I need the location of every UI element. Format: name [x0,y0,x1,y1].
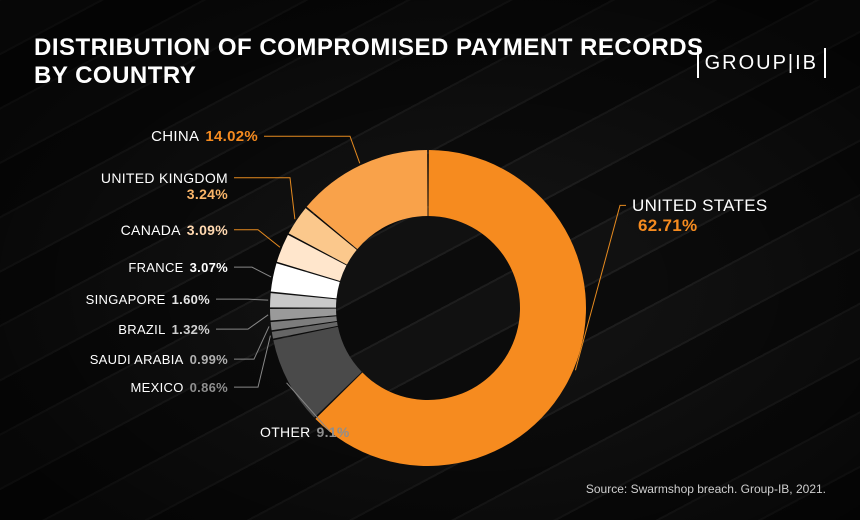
label-united-states: UNITED STATES62.71% [632,196,768,236]
label-pct: 9.1% [317,424,350,440]
label-country: UNITED STATES [632,196,768,215]
label-pct: 1.60% [172,292,210,307]
label-united-kingdom: UNITED KINGDOM3.24% [101,170,228,202]
label-singapore: SINGAPORE 1.60% [86,292,210,307]
label-china: CHINA 14.02% [151,128,258,145]
label-brazil: BRAZIL 1.32% [118,322,210,337]
label-pct: 1.32% [172,322,210,337]
label-saudi-arabia: SAUDI ARABIA 0.99% [90,352,228,367]
leader-canada [234,230,280,248]
donut-chart: UNITED STATES62.71% OTHER 9.1% MEXICO 0.86% S… [0,0,860,520]
label-country: CHINA [151,128,199,145]
label-country: MEXICO [131,380,184,395]
label-country: SAUDI ARABIA [90,352,184,367]
label-country: BRAZIL [118,322,165,337]
label-country: SINGAPORE [86,292,166,307]
label-pct: 3.24% [187,186,228,202]
label-canada: CANADA 3.09% [121,222,228,238]
leader-mexico [234,336,270,388]
label-country: CANADA [121,222,181,238]
label-pct: 0.86% [190,380,228,395]
content: DISTRIBUTION OF COMPROMISED PAYMENT RECO… [0,0,860,520]
label-other: OTHER 9.1% [260,424,350,440]
leader-france [234,267,271,277]
leader-china [264,136,360,163]
label-country: UNITED KINGDOM [101,170,228,186]
label-france: FRANCE 3.07% [128,260,228,275]
label-country: FRANCE [128,260,183,275]
label-pct: 3.07% [190,260,228,275]
source-text: Source: Swarmshop breach. Group-IB, 2021… [586,482,826,496]
label-mexico: MEXICO 0.86% [131,380,228,395]
label-pct: 0.99% [190,352,228,367]
leader-brazil [216,315,268,329]
label-pct: 3.09% [187,222,228,238]
leader-saudi-arabia [234,326,269,359]
label-country: OTHER [260,424,311,440]
leader-united-kingdom [234,178,295,220]
label-pct: 62.71% [638,216,697,235]
leader-singapore [216,299,268,300]
label-pct: 14.02% [205,128,258,145]
